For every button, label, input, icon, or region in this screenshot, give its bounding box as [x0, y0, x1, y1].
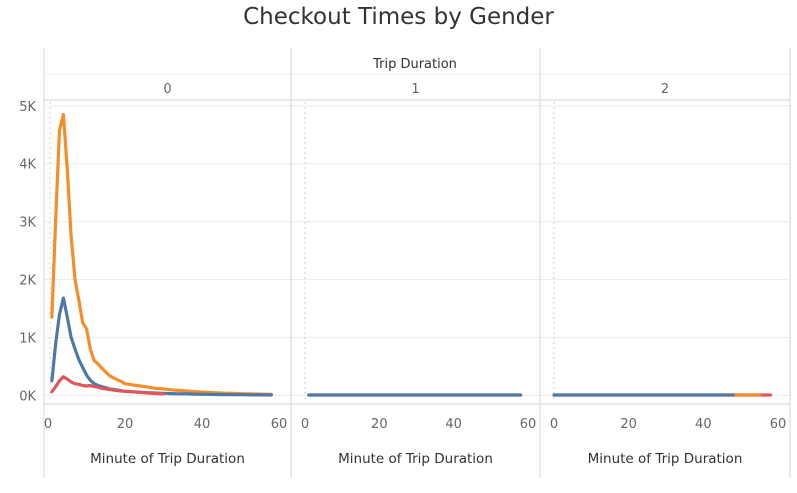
x-tick-label: 0 — [301, 417, 309, 432]
facet-label: 0 — [163, 82, 171, 97]
y-tick-label: 1K — [19, 331, 36, 346]
x-axis-title: Minute of Trip Duration — [588, 451, 743, 467]
y-tick-label: 4K — [19, 158, 36, 173]
y-tick-label: 0K — [19, 389, 36, 404]
x-tick-label: 40 — [194, 417, 211, 432]
series-line-orange[interactable] — [50, 112, 273, 396]
x-tick-label: 40 — [445, 417, 462, 432]
series-layer — [50, 112, 773, 397]
chart-title: Checkout Times by Gender — [243, 4, 554, 30]
facet-label: 2 — [661, 82, 669, 97]
x-axis-title: Minute of Trip Duration — [338, 451, 493, 467]
y-tick-label: 2K — [19, 274, 36, 289]
x-tick-label: 60 — [271, 417, 288, 432]
y-tick-label: 3K — [19, 216, 36, 231]
x-tick-label: 20 — [117, 417, 134, 432]
series-line-blue[interactable] — [50, 296, 273, 397]
y-tick-label: 5K — [19, 100, 36, 115]
x-tick-label: 20 — [620, 417, 637, 432]
x-tick-label: 0 — [44, 417, 52, 432]
x-tick-label: 20 — [371, 417, 388, 432]
facet-label: 1 — [411, 82, 419, 97]
x-tick-label: 60 — [770, 417, 787, 432]
x-tick-label: 0 — [550, 417, 558, 432]
x-tick-label: 60 — [520, 417, 537, 432]
grid-layer — [44, 102, 790, 402]
x-tick-label: 40 — [695, 417, 712, 432]
column-header-title: Trip Duration — [372, 57, 457, 72]
x-axis-title: Minute of Trip Duration — [90, 451, 245, 467]
series-line-red[interactable] — [50, 375, 166, 396]
frame-layer — [43, 48, 791, 478]
